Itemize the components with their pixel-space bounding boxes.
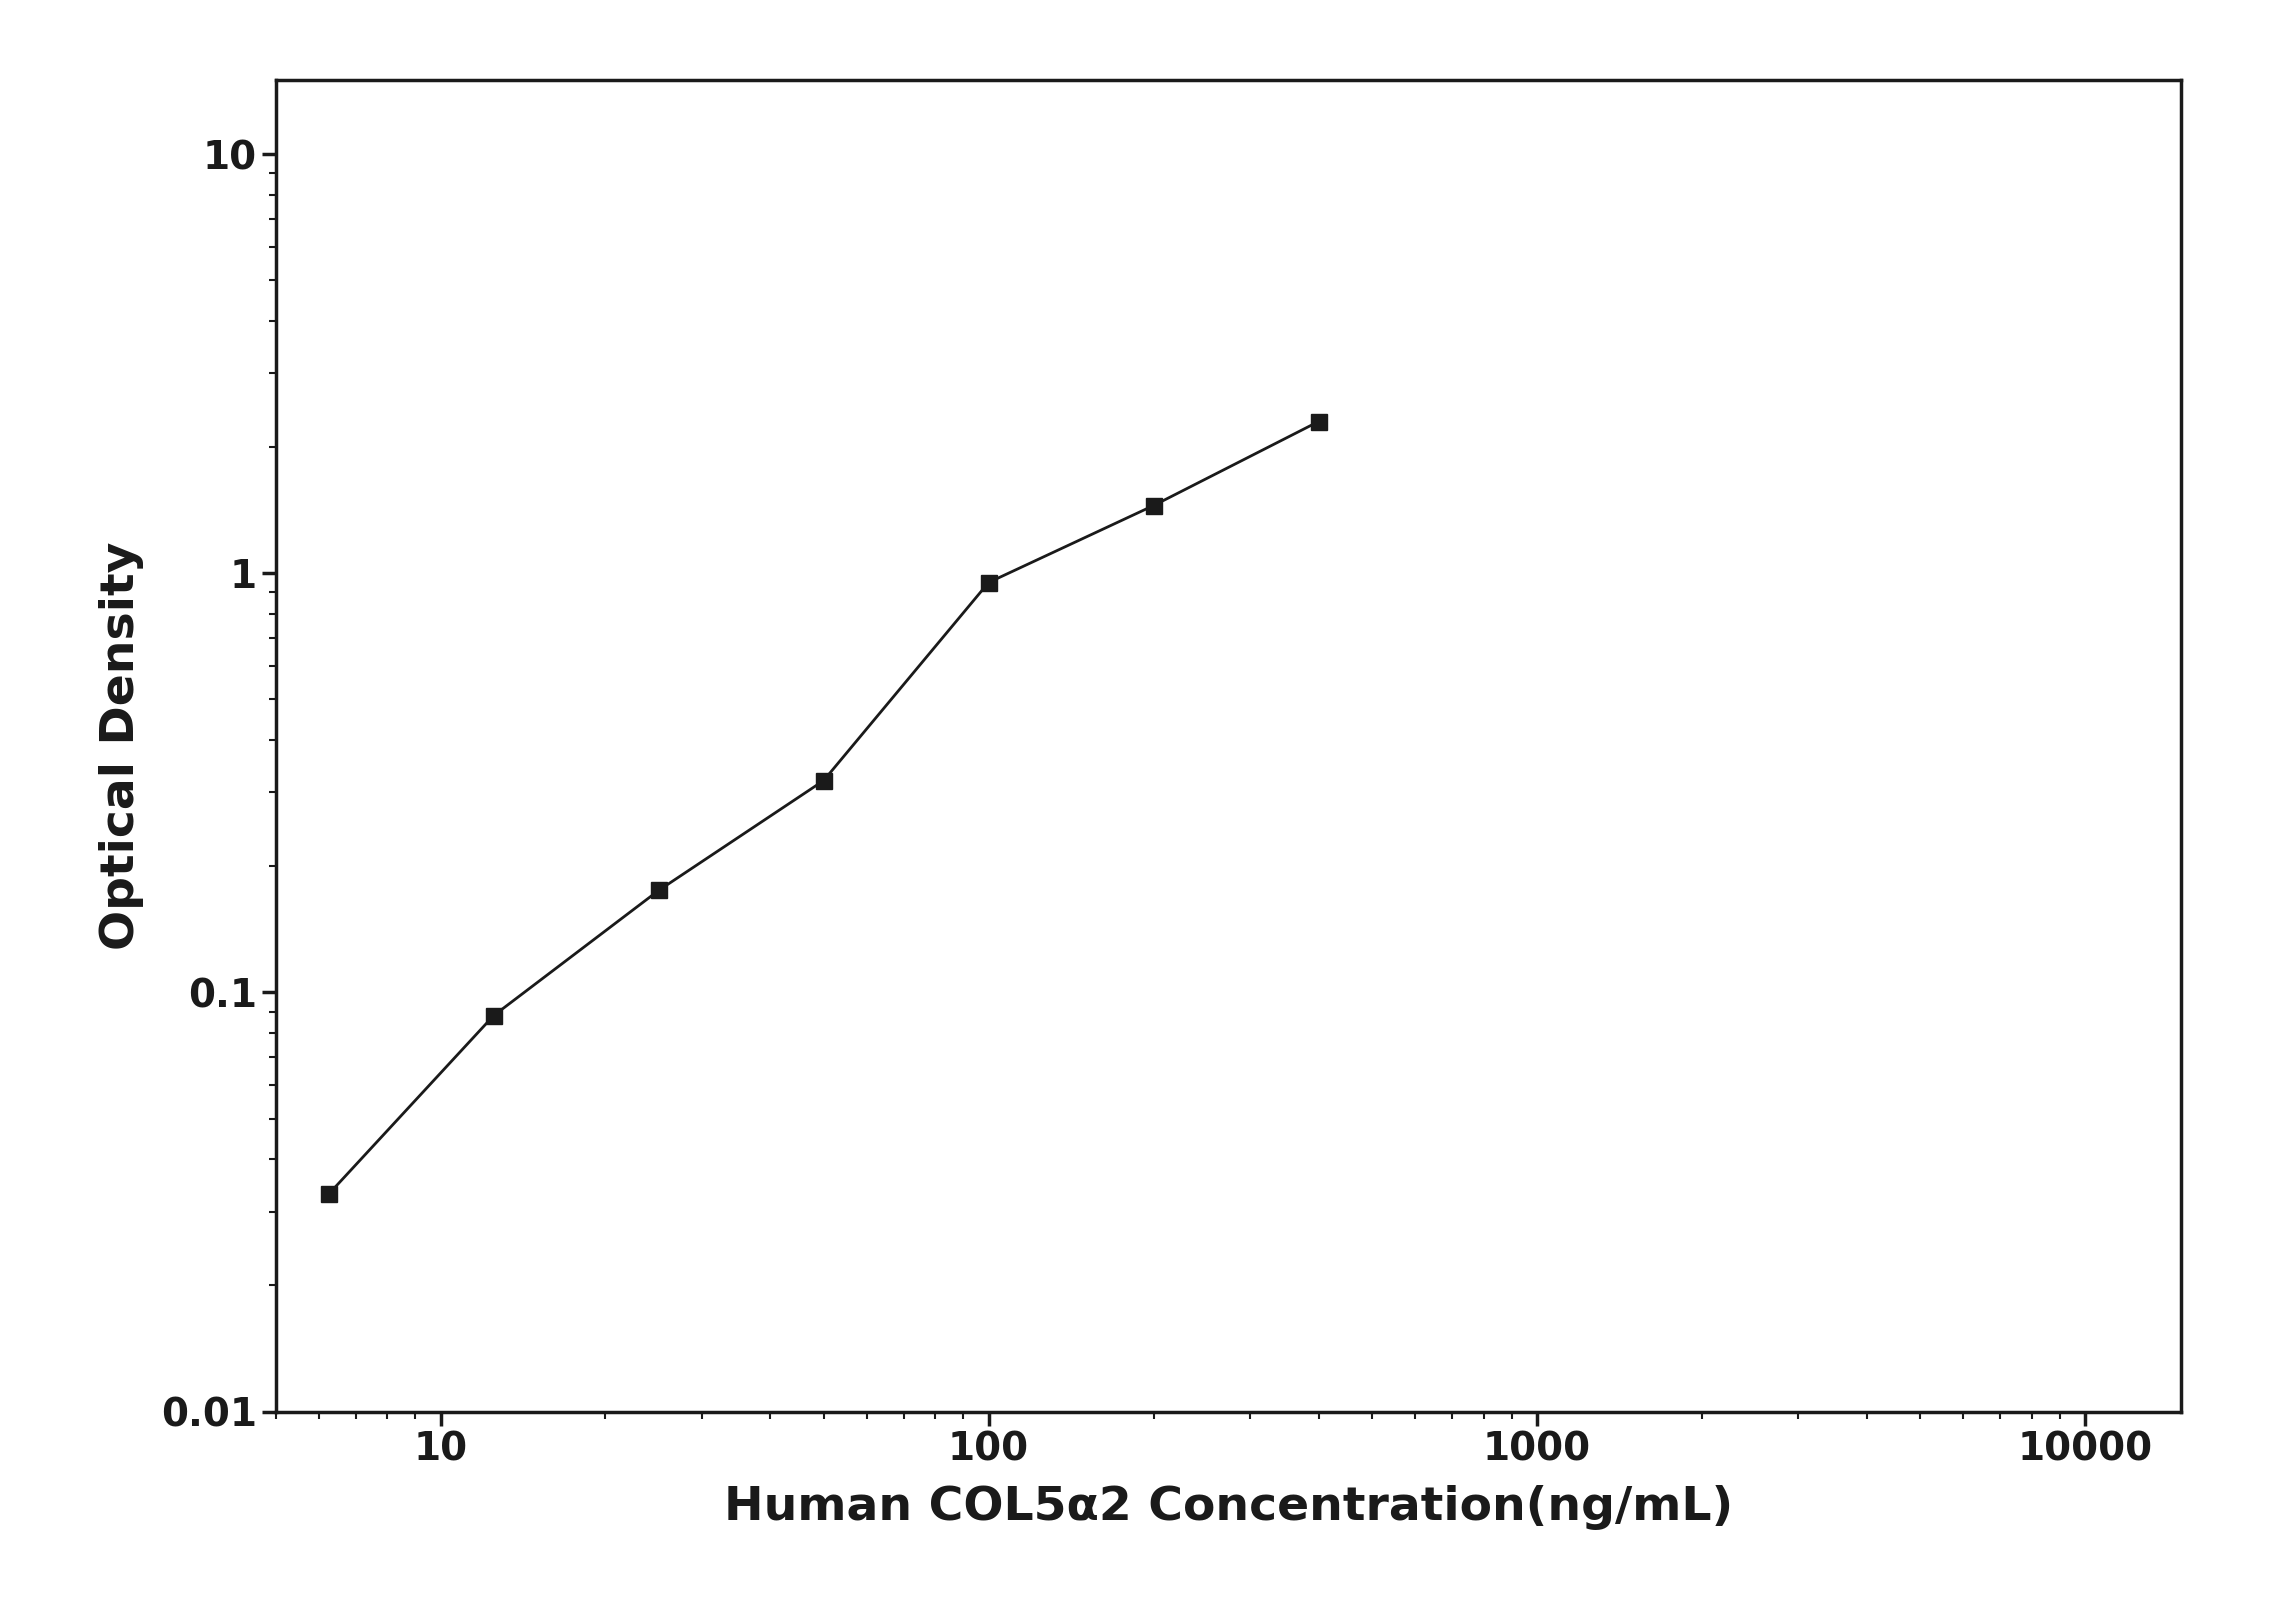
Y-axis label: Optical Density: Optical Density [99,542,145,950]
X-axis label: Human COL5α2 Concentration(ng/mL): Human COL5α2 Concentration(ng/mL) [723,1485,1733,1530]
